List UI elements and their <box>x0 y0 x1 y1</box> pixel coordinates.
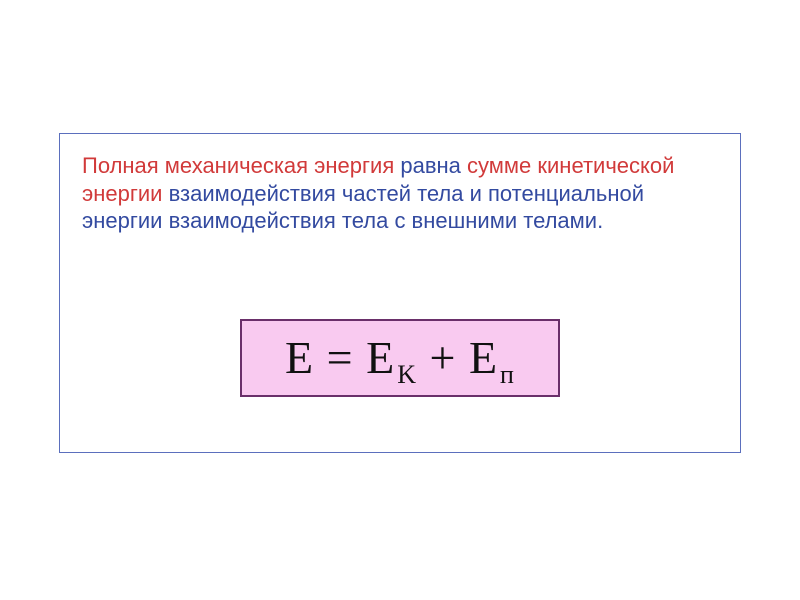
sym-Ep: E <box>469 332 498 383</box>
formula: E = EK + Eп <box>285 335 515 381</box>
txt-heading: Полная механическая энергия <box>82 153 394 178</box>
slide: Полная механическая энергия равна сумме … <box>0 0 800 600</box>
sym-eq: = <box>314 332 366 383</box>
txt-equals: равна <box>394 153 467 178</box>
formula-box: E = EK + Eп <box>240 319 560 397</box>
sym-Ek: E <box>366 332 395 383</box>
sym-p-sub: п <box>500 360 515 389</box>
content-frame: Полная механическая энергия равна сумме … <box>59 133 741 453</box>
definition-text: Полная механическая энергия равна сумме … <box>60 134 740 235</box>
sym-K-sub: K <box>397 360 417 389</box>
sym-plus: + <box>417 332 469 383</box>
sym-E: E <box>285 332 314 383</box>
txt-external: взаимодействия тела с внешними телами. <box>169 208 604 233</box>
